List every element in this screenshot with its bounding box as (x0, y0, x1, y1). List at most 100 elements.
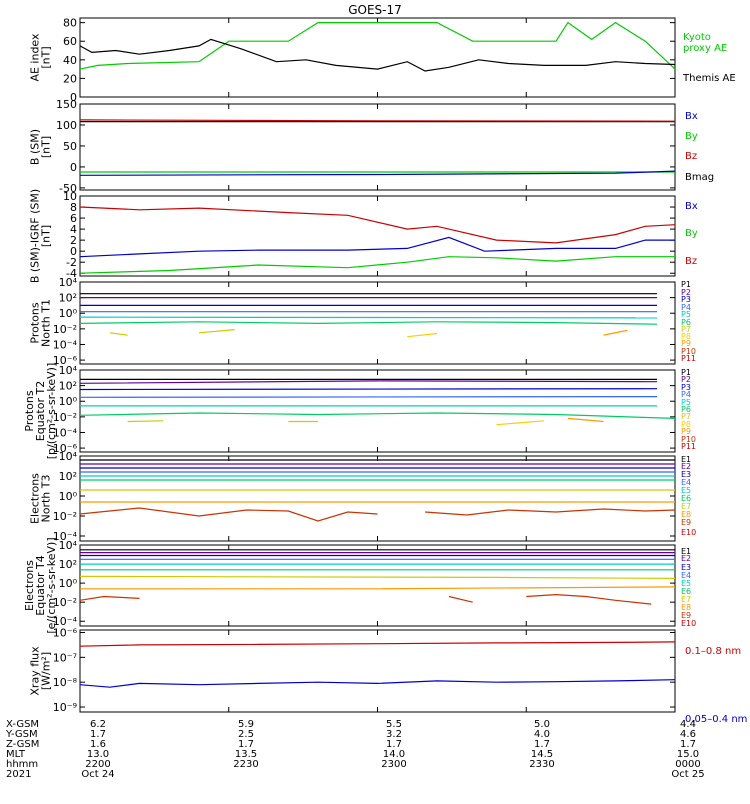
orbit-cell: 15.0 (677, 749, 699, 760)
legend-entry: proxy AE (683, 43, 727, 54)
y-tick-label: 10⁻⁶ (53, 626, 78, 639)
panel-frame (79, 17, 676, 98)
legend-entry: E8 (681, 603, 691, 612)
y-tick-label: 10⁰ (59, 307, 78, 320)
y-tick-label: 10 (63, 190, 77, 203)
orbit-cell: 1.7 (386, 739, 402, 750)
series-line (79, 595, 140, 601)
legend-entry: E7 (681, 502, 691, 511)
y-tick-label: 0 (70, 91, 77, 104)
orbit-cell: 5.5 (386, 719, 402, 730)
y-tick-label: 10⁻⁴ (53, 338, 78, 351)
legend-entry: P7 (681, 325, 691, 334)
y-axis-label: Equator T4 (34, 555, 47, 615)
orbit-cell: 13.0 (87, 749, 109, 760)
y-tick-label: 10⁻⁹ (53, 701, 77, 714)
orbit-row-label: X-GSM (6, 719, 39, 730)
legend-entry: P2 (681, 375, 691, 384)
legend-entry: E6 (681, 494, 691, 503)
y-tick-label: 20 (63, 72, 77, 85)
orbit-cell: 2300 (381, 759, 406, 770)
y-tick-label: 10⁻⁸ (53, 676, 78, 689)
legend-entry: P2 (681, 288, 691, 297)
y-tick-label: 40 (63, 54, 77, 67)
y-tick-label: 10⁻⁶ (53, 442, 78, 455)
series-line (127, 420, 164, 423)
legend-entry: E2 (681, 462, 691, 471)
y-tick-label: 60 (63, 35, 77, 48)
end-date: Oct 25 (671, 769, 704, 780)
legend-entry: E4 (681, 478, 691, 487)
legend-entry: E2 (681, 554, 691, 563)
series-line (79, 412, 676, 419)
legend-entry: E10 (681, 528, 696, 537)
legend-entry: P4 (681, 303, 691, 312)
orbit-cell: 5.0 (534, 719, 550, 730)
legend-entry: E3 (681, 563, 691, 572)
orbit-row-label: MLT (6, 749, 26, 760)
series-line (79, 321, 658, 325)
legend-entry: E6 (681, 587, 691, 596)
series-line (79, 507, 378, 522)
y-tick-label: 10⁰ (59, 490, 78, 503)
legend-entry: E7 (681, 595, 691, 604)
orbit-cell: 14.5 (531, 749, 553, 760)
y-tick-label: 10⁻⁶ (53, 354, 78, 367)
legend-entry: Bz (685, 151, 697, 162)
series-line (407, 332, 438, 338)
orbit-cell: 1.7 (238, 739, 254, 750)
legend-entry: P4 (681, 390, 691, 399)
legend-entry: Themis AE (682, 73, 736, 84)
orbit-cell: 13.5 (235, 749, 257, 760)
y-axis-label: Electrons (29, 473, 42, 524)
y-tick-label: 10⁰ (59, 395, 78, 408)
y-tick-label: -50 (59, 182, 77, 195)
legend-entry: E1 (681, 455, 691, 464)
series-line (425, 508, 676, 516)
series-line (79, 380, 658, 384)
legend-entry: P11 (681, 354, 696, 363)
legend-entry: P8 (681, 420, 691, 429)
y-axis-label: [e/(cm²-s-sr-keV)] (45, 537, 58, 633)
orbit-cell: 4.4 (680, 719, 696, 730)
legend-entry: Bx (685, 201, 698, 212)
y-tick-label: 10⁰ (59, 577, 78, 590)
series-line (79, 119, 676, 122)
legend-entry: P7 (681, 412, 691, 421)
legend-entry: E3 (681, 470, 691, 479)
legend-entry: E5 (681, 579, 691, 588)
legend-entry: P10 (681, 347, 696, 356)
orbit-cell: 6.2 (90, 719, 106, 730)
y-tick-label: 4 (70, 223, 77, 236)
legend-entry: Bz (685, 256, 697, 267)
y-tick-label: 50 (63, 140, 77, 153)
legend-entry: By (685, 131, 698, 142)
y-tick-label: 10⁴ (59, 364, 78, 377)
legend-entry: 0.05–0.4 nm (685, 714, 747, 725)
series-line (79, 206, 676, 244)
panel-frame (79, 544, 676, 627)
legend-entry: By (685, 228, 698, 239)
y-tick-label: 10⁴ (59, 539, 78, 552)
panel-frame (79, 195, 676, 277)
series-line (79, 388, 658, 391)
legend-entry: E9 (681, 611, 691, 620)
y-axis-label: Protons (23, 390, 36, 431)
y-tick-label: 10⁻⁷ (53, 651, 77, 664)
legend-entry: P5 (681, 398, 691, 407)
y-tick-label: 0 (70, 161, 77, 174)
orbit-cell: 4.0 (534, 729, 550, 740)
legend-entry: E1 (681, 547, 691, 556)
orbit-cell: 1.7 (534, 739, 550, 750)
y-axis-label: B (SM) (29, 129, 42, 165)
series-line (79, 316, 658, 319)
orbit-cell: 4.6 (680, 729, 696, 740)
y-axis-label: B (SM)-IGRF (SM) (29, 189, 42, 283)
y-tick-label: 10⁻² (53, 411, 77, 424)
orbit-row-label: 2021 (6, 769, 31, 780)
orbit-cell: 2200 (85, 759, 110, 770)
y-tick-label: 10⁻⁴ (53, 530, 78, 543)
